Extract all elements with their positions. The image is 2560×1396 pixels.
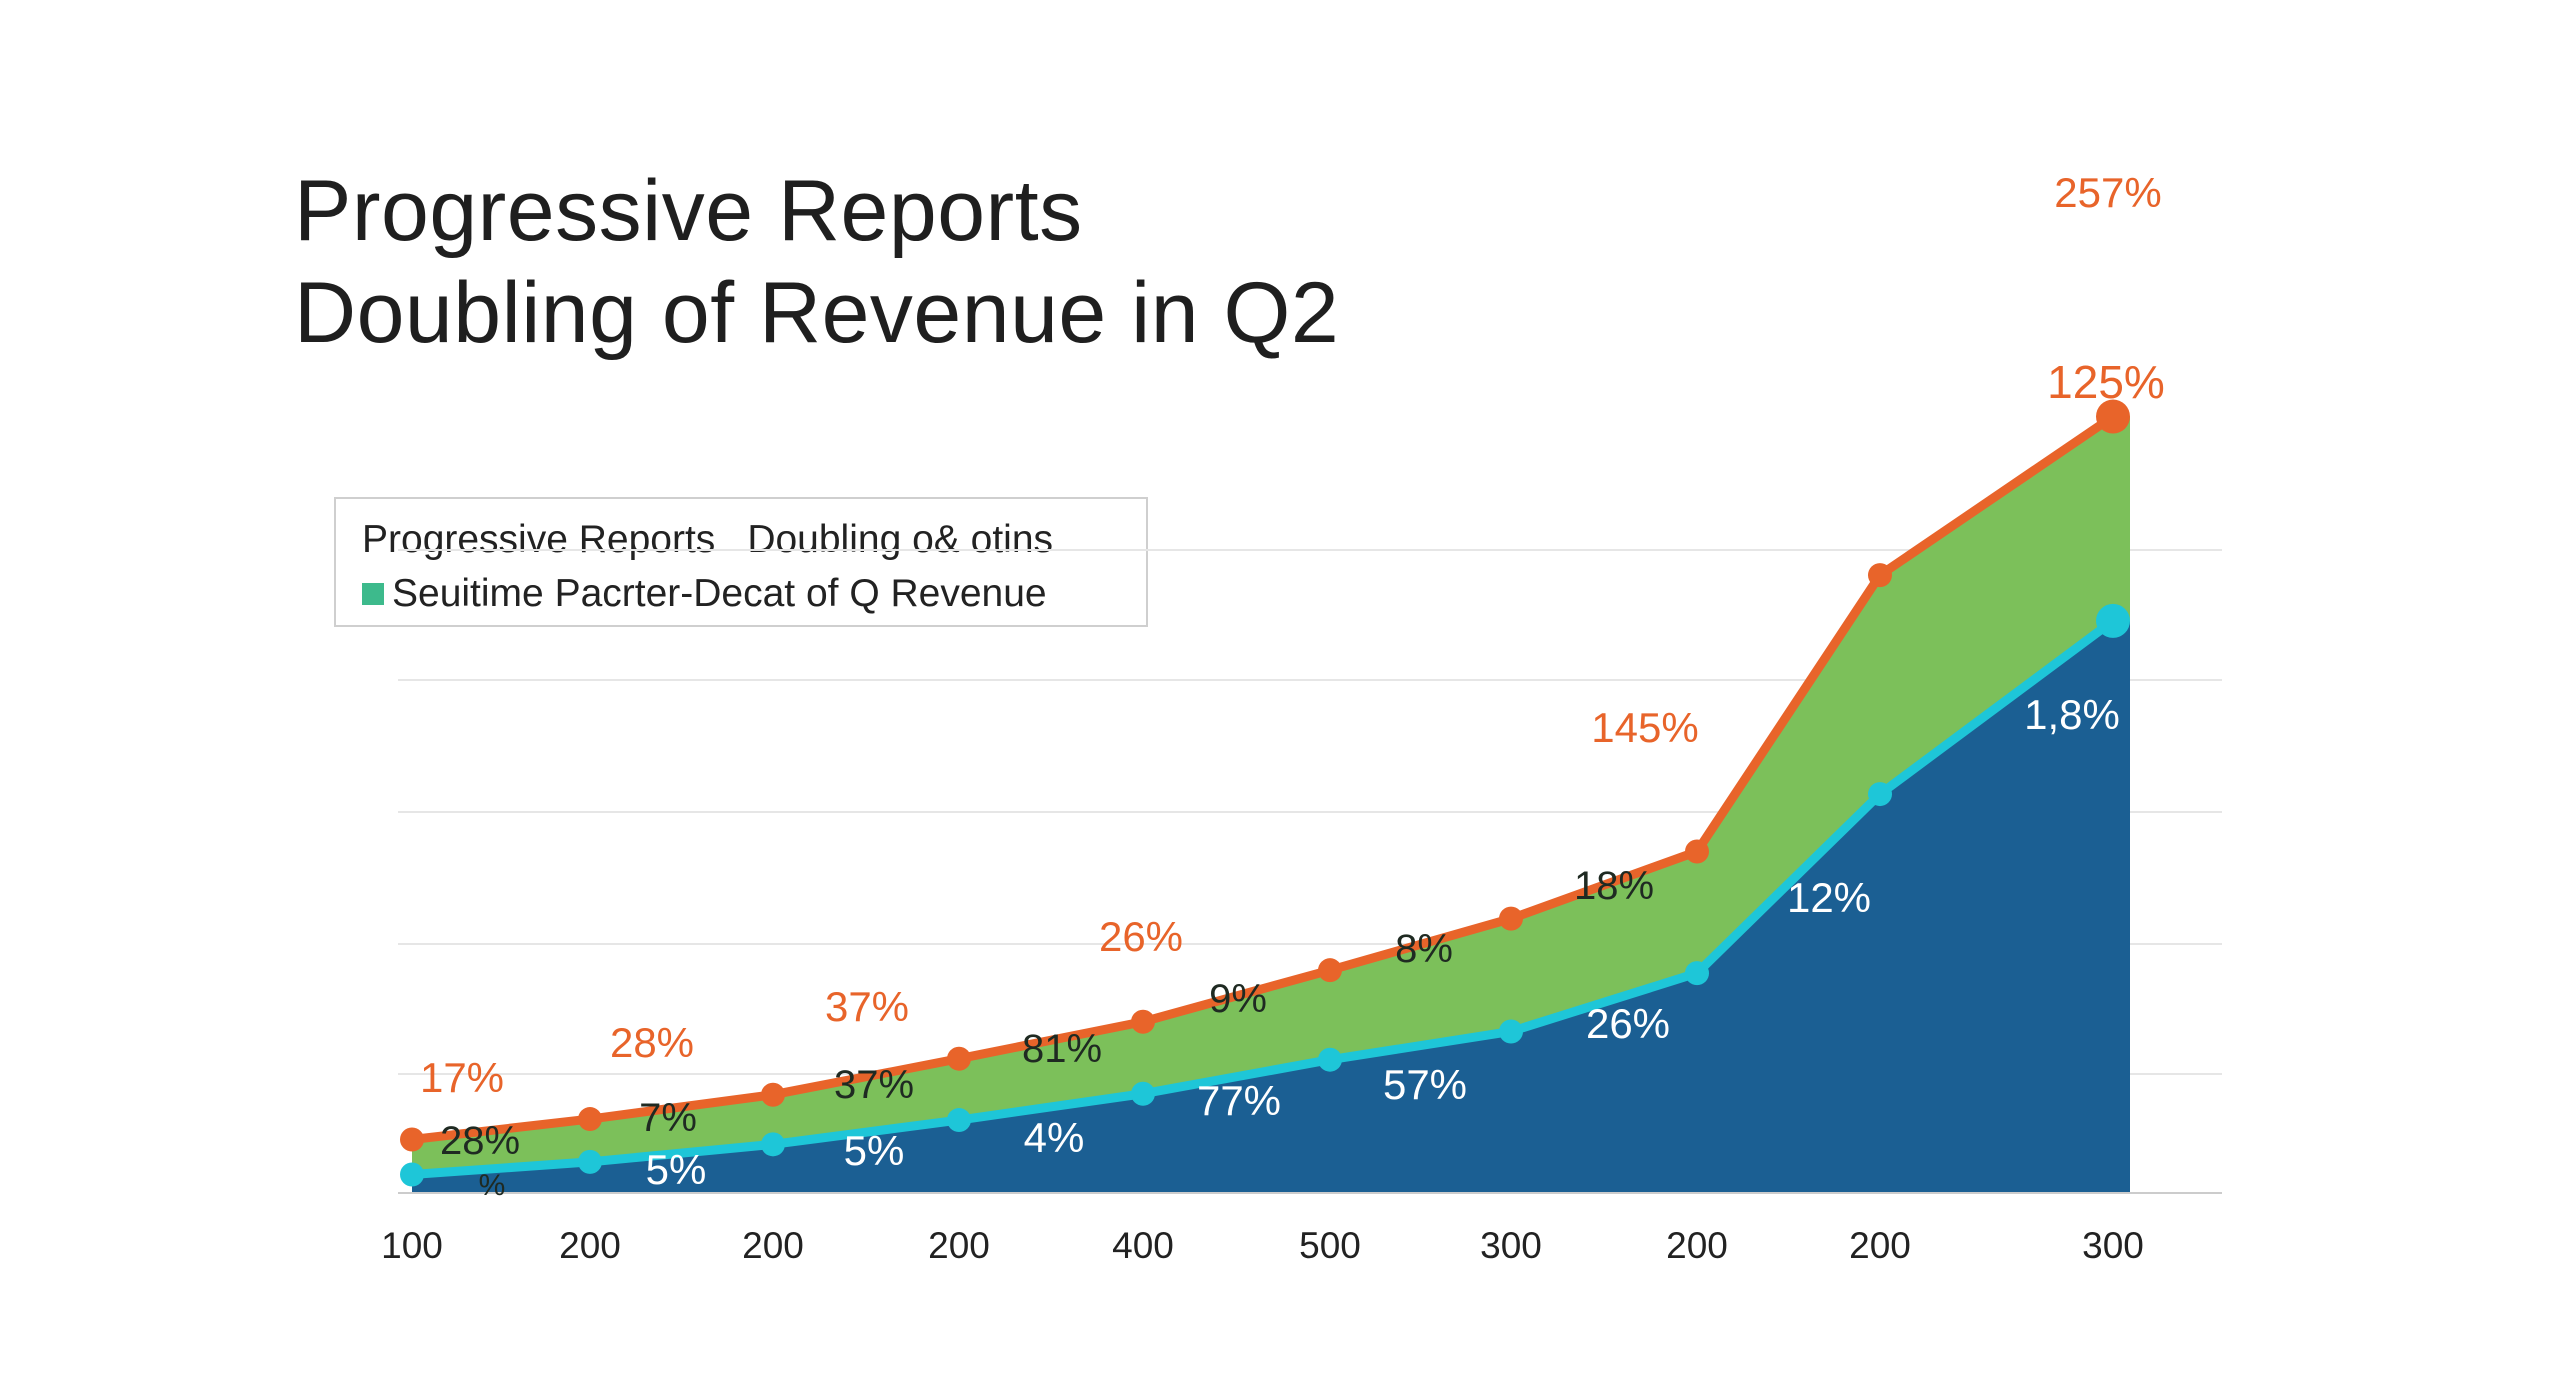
chart-title-line-2: Doubling of Revenue in Q2 [294, 265, 1340, 361]
upper-series-line [411, 412, 2116, 1144]
x-tick-label: 200 [559, 1225, 621, 1266]
band-label: 37% [834, 1063, 914, 1107]
lower-point [1318, 1047, 1342, 1072]
upper-point-label: 257% [2054, 169, 2161, 216]
upper-point [761, 1082, 785, 1107]
lower-series-line [411, 617, 2116, 1180]
upper-point-label: 17% [420, 1054, 504, 1101]
band-label: 8% [1395, 927, 1453, 971]
lower-area [412, 620, 2130, 1193]
chart-title: Progressive Reports Doubling of Revenue … [294, 160, 1339, 364]
upper-point [400, 1127, 424, 1152]
upper-band-area [412, 416, 2130, 1175]
upper-point [947, 1046, 971, 1071]
upper-point-label: 145% [1591, 704, 1698, 751]
upper-point [1685, 839, 1709, 864]
x-tick-label: 200 [1666, 1225, 1728, 1266]
upper-point [578, 1107, 602, 1132]
upper-point [1499, 906, 1523, 931]
x-tick-label: 300 [2082, 1225, 2144, 1266]
legend-label-revenue: Seuitime Pacrter-Decat of Q Revenue [392, 572, 1047, 615]
legend-label-doubling: Doubling o& otins [747, 518, 1054, 561]
chart-title-line-1: Progressive Reports [294, 163, 1083, 259]
x-tick-label: 200 [1849, 1225, 1911, 1266]
upper-point-label: 26% [1099, 913, 1183, 960]
band-label: 7% [639, 1096, 697, 1140]
area-label: 1,8% [2024, 691, 2120, 738]
x-tick-label: 300 [1480, 1225, 1542, 1266]
lower-point [761, 1132, 785, 1157]
lower-point [947, 1108, 971, 1133]
upper-point [1868, 563, 1892, 588]
lower-point [1868, 782, 1892, 807]
legend-row-1: Progressive Reports Doubling o& otins [362, 513, 1146, 567]
legend-row-2: Seuitime Pacrter-Decat of Q Revenue [362, 567, 1146, 621]
band-label: 9% [1209, 977, 1267, 1021]
legend-swatch-icon [362, 583, 384, 605]
x-tick-label: 200 [928, 1225, 990, 1266]
area-label: 57% [1383, 1061, 1467, 1108]
x-tick-label: 400 [1112, 1225, 1174, 1266]
lower-point [1499, 1019, 1523, 1044]
area-label: 26% [1586, 1000, 1670, 1047]
area-label: % [479, 1169, 506, 1202]
legend: Progressive Reports Doubling o& otins Se… [334, 497, 1148, 627]
band-label: 81% [1022, 1027, 1102, 1071]
lower-point [2096, 603, 2130, 638]
upper-point-label: 28% [610, 1019, 694, 1066]
x-tick-label: 100 [381, 1225, 443, 1266]
lower-point [400, 1162, 424, 1187]
legend-label-progressive: Progressive Reports [362, 518, 716, 561]
lower-point [578, 1149, 602, 1174]
x-tick-label: 200 [742, 1225, 804, 1266]
band-label: 18% [1574, 864, 1654, 908]
upper-point [1318, 958, 1342, 983]
area-label: 4% [1024, 1114, 1085, 1161]
x-tick-label: 500 [1299, 1225, 1361, 1266]
lower-point [1685, 961, 1709, 986]
area-label: 77% [1197, 1077, 1281, 1124]
upper-point [2096, 399, 2130, 434]
area-label: 5% [844, 1127, 905, 1174]
band-label: 28% [440, 1119, 520, 1163]
upper-point [1131, 1009, 1155, 1034]
upper-point-label: 37% [825, 983, 909, 1030]
lower-point [1131, 1081, 1155, 1106]
area-label: 5% [646, 1146, 707, 1193]
area-label: 12% [1787, 874, 1871, 921]
band-label: 125% [2047, 356, 2165, 408]
